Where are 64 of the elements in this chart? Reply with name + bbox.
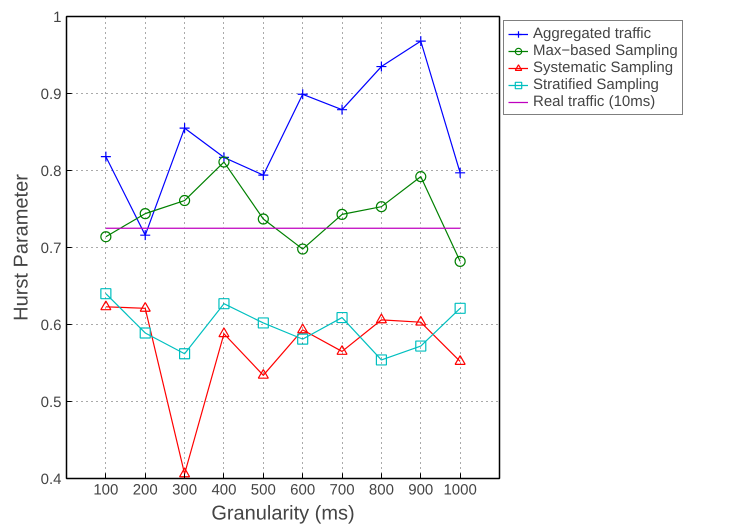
point (218, 298, 230, 310)
legend-label: Real traffic (10ms) (533, 93, 656, 110)
x-tick-label: 500 (250, 482, 276, 498)
point (258, 317, 269, 329)
point (297, 334, 308, 345)
x-tick-label: 600 (290, 482, 316, 498)
point (336, 104, 348, 116)
point (454, 256, 466, 267)
point (100, 300, 112, 310)
y-axis-title: Hurst Parameter (10, 174, 33, 321)
point (178, 194, 190, 206)
point (178, 348, 190, 360)
point (178, 468, 190, 478)
point (376, 354, 388, 366)
point (100, 231, 112, 242)
y-tick-label: 0.6 (40, 317, 62, 334)
point (218, 156, 230, 168)
point (415, 171, 426, 182)
point (140, 230, 151, 241)
point (297, 243, 308, 255)
point (258, 170, 269, 181)
point (336, 345, 348, 355)
point (218, 152, 230, 164)
y-tick-label: 0.4 (40, 471, 62, 488)
legend-label: Systematic Sampling (533, 59, 674, 76)
point (454, 355, 466, 365)
x-tick-label: 400 (211, 482, 236, 498)
y-tick-label: 0.7 (40, 240, 62, 257)
point (415, 340, 426, 352)
point (454, 167, 466, 178)
point (454, 302, 466, 314)
point (258, 368, 269, 379)
x-tick-label: 800 (368, 482, 394, 498)
legend-label: Max−based Sampling (533, 42, 678, 59)
x-tick-label: 100 (93, 482, 118, 498)
y-tick-label: 0.9 (40, 86, 62, 103)
legend-label: Stratified Sampling (533, 76, 659, 93)
x-tick-label: 300 (172, 482, 198, 498)
point (376, 314, 388, 324)
x-tick-label: 900 (408, 482, 434, 498)
y-tick-label: 0.5 (40, 394, 62, 411)
point (140, 302, 151, 312)
point (258, 213, 269, 225)
point (297, 324, 308, 334)
point (297, 88, 308, 100)
point (336, 312, 348, 324)
y-tick-label: 0.8 (40, 163, 62, 180)
x-axis-title: Granularity (ms) (211, 502, 355, 524)
point (100, 151, 112, 162)
point (376, 201, 388, 212)
x-tick-label: 700 (330, 482, 355, 498)
point (140, 208, 151, 220)
point (376, 60, 388, 72)
point (336, 208, 348, 220)
y-tick-label: 1 (53, 9, 62, 26)
x-tick-label: 1000 (443, 482, 477, 498)
x-tick-label: 200 (132, 482, 158, 498)
point (415, 36, 426, 47)
point (218, 327, 230, 338)
legend-label: Aggregated traffic (533, 25, 652, 42)
point (178, 122, 190, 134)
point (100, 288, 112, 300)
point (415, 316, 426, 326)
point (140, 327, 151, 339)
